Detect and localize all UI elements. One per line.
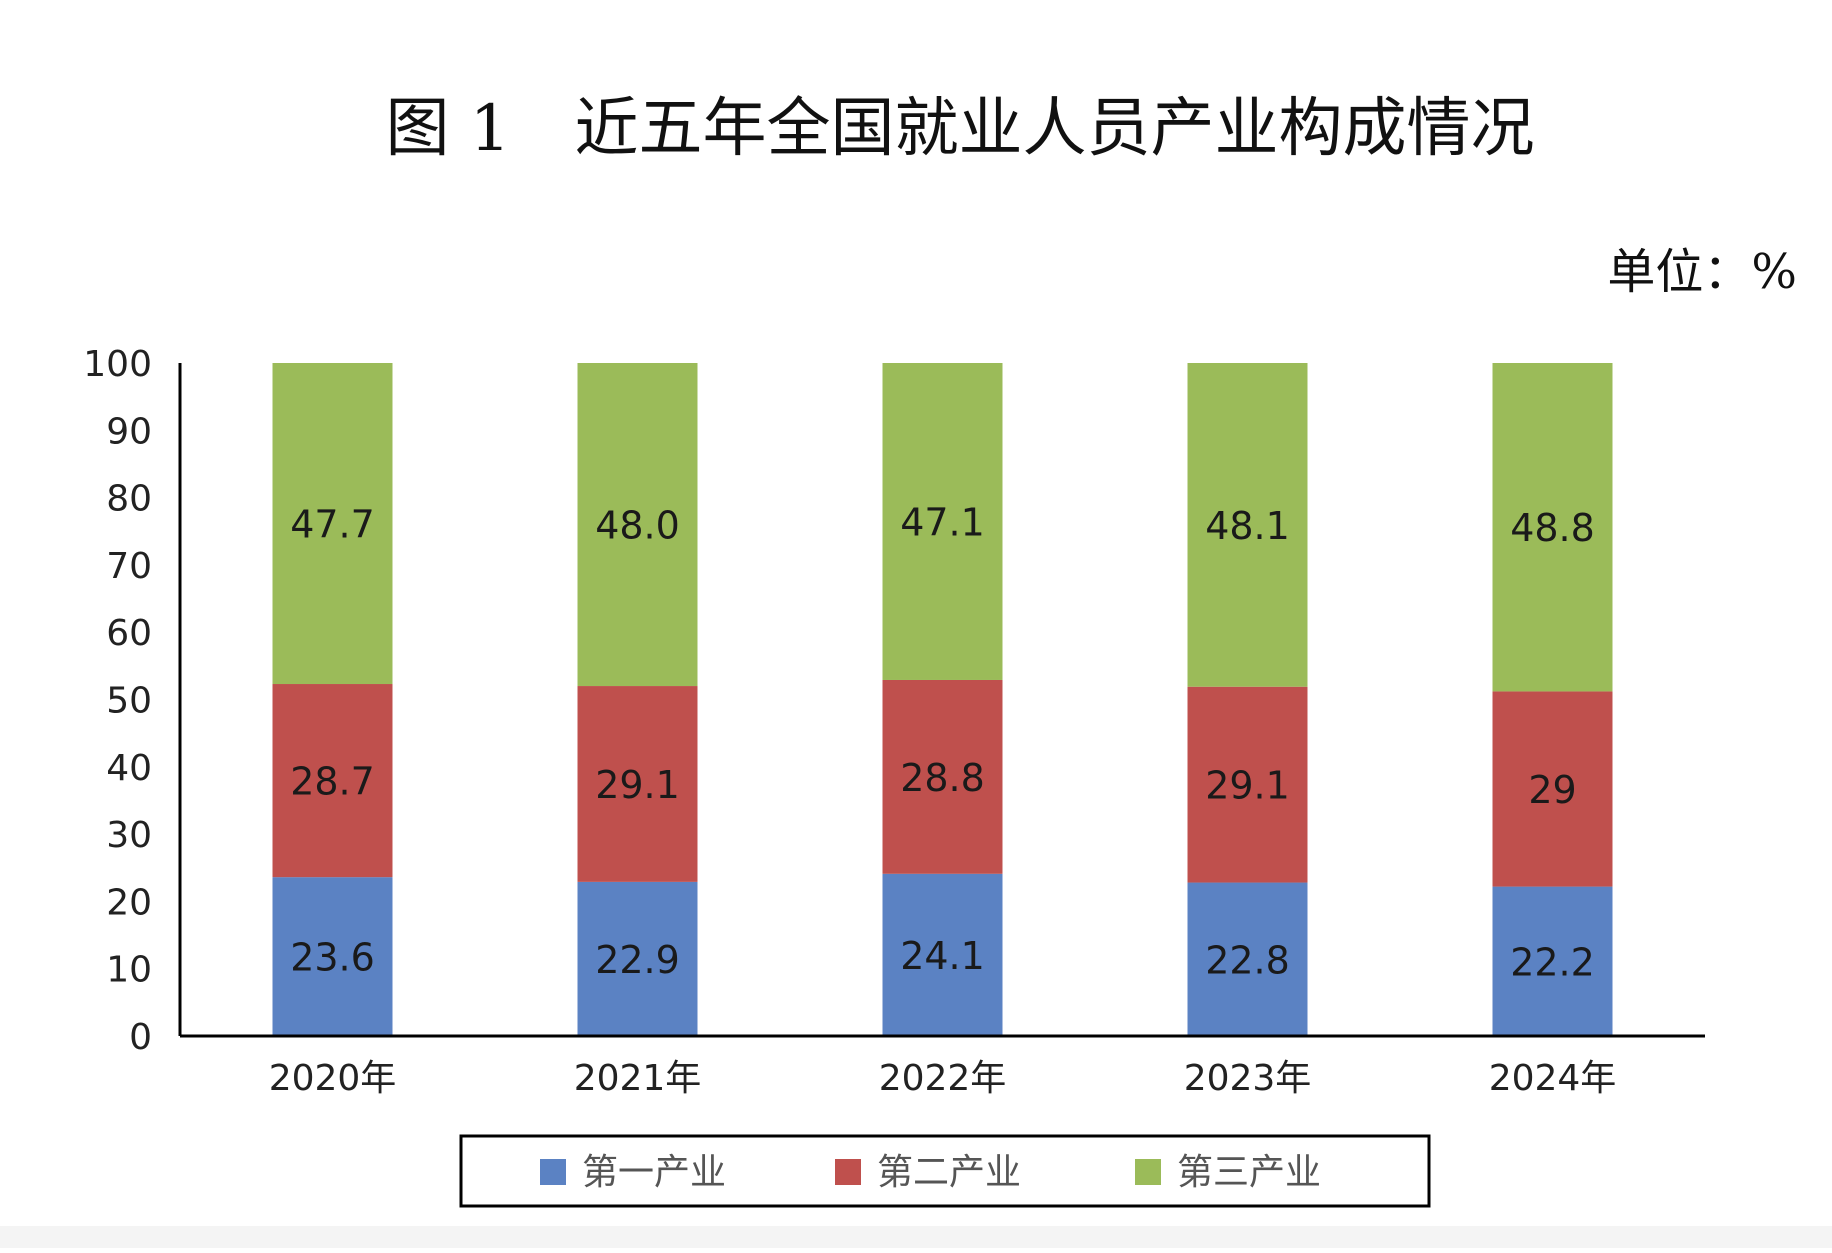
bar-segment (882, 873, 1003, 1036)
legend: 第一产业 第二产业 第三产业 (459, 1134, 1431, 1208)
bar-segment (577, 363, 698, 687)
legend-label: 第一产业 (582, 1152, 726, 1193)
data-label: 47.1 (900, 500, 985, 544)
x-tick-label: 2024年 (1489, 1058, 1617, 1099)
bar-segment (272, 363, 393, 685)
legend-swatch (540, 1159, 566, 1185)
data-label: 24.1 (900, 934, 985, 978)
data-label: 28.8 (900, 756, 985, 800)
data-label: 22.8 (1205, 938, 1290, 982)
y-tick-label: 10 (106, 950, 152, 991)
bar-segment (882, 363, 1003, 680)
data-label: 47.7 (290, 503, 375, 547)
legend-swatch (835, 1159, 861, 1185)
bars-group: 23.6 28.7 47.7 22.9 29.1 48.0 24.1 28.8 47.1 22.8… (272, 363, 1613, 1036)
data-label: 48.8 (1510, 506, 1595, 550)
bar-segment (1492, 363, 1613, 692)
y-tick-label: 70 (106, 546, 152, 587)
bar-segment (577, 686, 698, 882)
data-label: 22.9 (595, 938, 680, 982)
y-tick-label: 0 (129, 1017, 152, 1058)
bar-segment (1492, 691, 1613, 887)
bar-segment (272, 684, 393, 878)
bar-segment (1187, 882, 1308, 1036)
y-tick-label: 80 (106, 479, 152, 520)
y-tick-label: 60 (106, 613, 152, 654)
x-tick-label: 2022年 (879, 1058, 1007, 1099)
bar-segment (577, 881, 698, 1036)
x-tick-label: 2020年 (269, 1058, 397, 1099)
data-label: 48.0 (595, 504, 680, 548)
axes-group: 2020年 2021年 2022年 2023年 2024年 0 10 20 30 40 50 60 70… (83, 344, 1705, 1099)
legend-swatch (1135, 1159, 1161, 1185)
chart-title: 图 1 近五年全国就业人员产业构成情况 (385, 92, 1534, 166)
bar-segment (1187, 686, 1308, 883)
x-tick-label: 2023年 (1184, 1058, 1312, 1099)
data-label: 29.1 (595, 763, 680, 807)
legend-label: 第二产业 (877, 1152, 1021, 1193)
y-tick-label: 50 (106, 681, 152, 722)
y-tick-label: 100 (83, 344, 152, 385)
legend-label: 第三产业 (1177, 1152, 1321, 1193)
data-label: 28.7 (290, 760, 375, 804)
bar-segment (272, 877, 393, 1036)
x-tick-label: 2021年 (574, 1058, 702, 1099)
y-tick-label: 20 (106, 882, 152, 923)
bar-segment (1492, 886, 1613, 1036)
y-tick-label: 40 (106, 748, 152, 789)
unit-label: 单位：% (1607, 244, 1797, 300)
data-label: 29 (1528, 768, 1576, 812)
y-tick-label: 30 (106, 815, 152, 856)
bottom-strip (0, 1226, 1832, 1248)
data-label: 29.1 (1205, 764, 1290, 808)
y-tick-label: 90 (106, 411, 152, 452)
legend-box (459, 1134, 1431, 1208)
data-label: 48.1 (1205, 504, 1290, 548)
bar-segment (882, 679, 1003, 874)
data-label: 22.2 (1510, 940, 1595, 984)
bar-segment (1187, 363, 1308, 687)
data-label: 23.6 (290, 936, 375, 980)
